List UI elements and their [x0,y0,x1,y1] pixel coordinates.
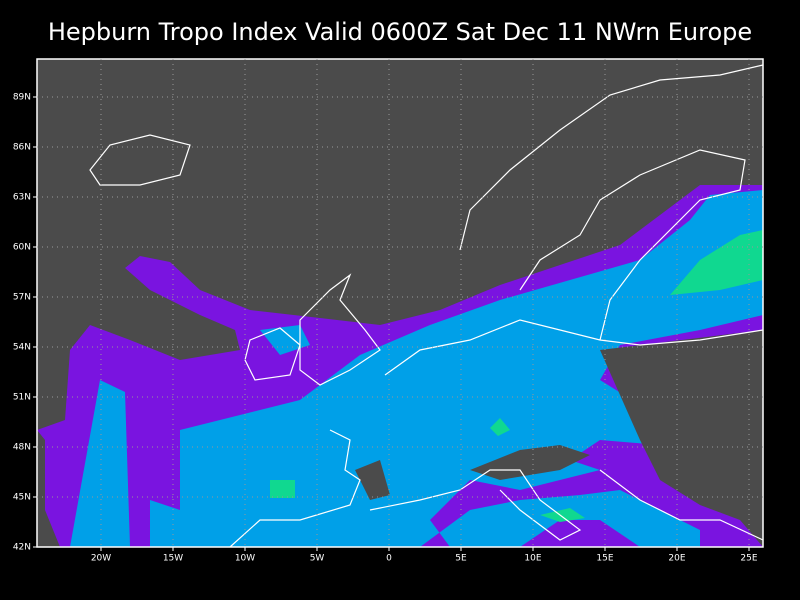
lon-label: 20W [91,554,111,564]
coastline [599,469,764,541]
gray-area [37,440,45,547]
coastline [229,429,361,548]
coastline [519,149,746,341]
coastline [299,273,381,386]
coastline [459,64,764,251]
lat-label: 60N [13,243,31,253]
map-area [37,59,764,548]
coastline [244,327,301,381]
lat-label: 54N [13,343,31,353]
lon-label: 20E [668,554,685,564]
lon-label: 15W [163,554,183,564]
coastline [369,469,582,541]
gray-area [600,330,763,547]
map-title: Hepburn Tropo Index Valid 0600Z Sat Dec … [48,18,752,46]
gray-area [355,460,390,500]
lat-label: 45N [13,493,31,503]
coastline [384,319,764,376]
green-area [490,418,510,436]
lat-label: 51N [13,393,31,403]
lon-label: 25E [740,554,757,564]
lon-label: 5W [310,554,325,564]
green-area [540,508,585,522]
green-area [270,480,295,498]
blue-area [70,190,763,547]
gray-area [470,445,590,480]
coastline [89,134,191,186]
lon-label: 5E [455,554,467,564]
lat-label: 48N [13,443,31,453]
lon-label: 10W [235,554,255,564]
lat-label: 42N [13,543,31,553]
map-frame [36,58,764,548]
lat-label: 63N [13,193,31,203]
lat-label: 57N [13,293,31,303]
green-area [670,230,763,295]
lat-label: 89N [13,93,31,103]
lon-label: 10E [524,554,541,564]
lon-label: 15E [596,554,613,564]
lon-label: 0 [386,554,392,564]
lat-label: 86N [13,143,31,153]
